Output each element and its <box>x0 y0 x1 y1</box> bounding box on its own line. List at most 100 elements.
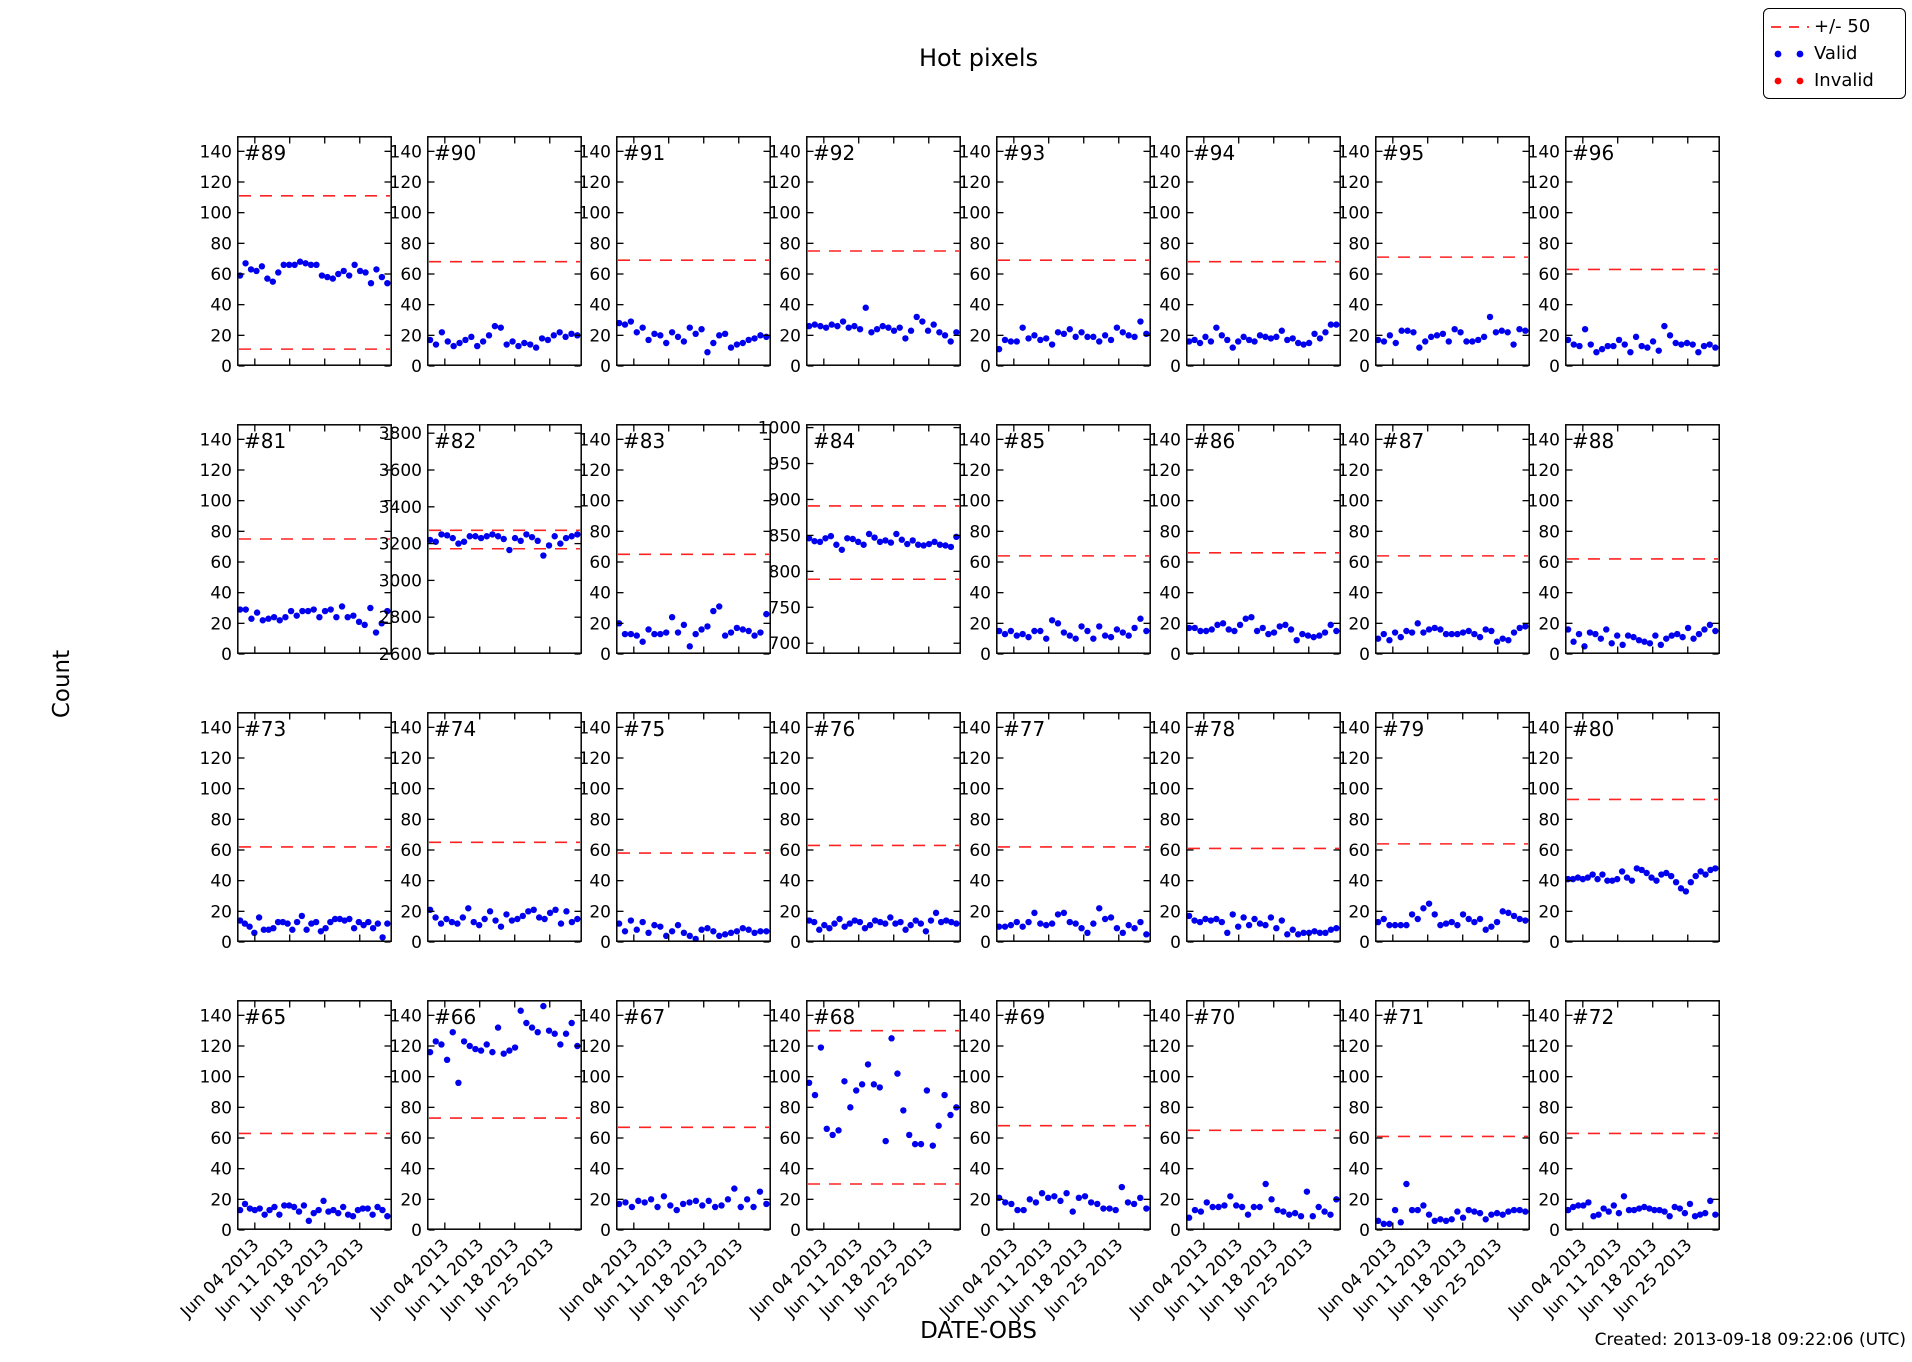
axes-frame <box>996 136 1151 366</box>
data-point <box>817 1044 825 1051</box>
axes-frame <box>806 1000 961 1230</box>
axes-frame <box>1565 136 1720 366</box>
y-tick-label: 60 <box>969 265 991 285</box>
data-point <box>483 533 490 540</box>
data-point <box>1096 338 1103 345</box>
data-point <box>663 339 670 347</box>
data-point <box>1404 327 1411 334</box>
data-point <box>1048 341 1056 348</box>
data-point <box>329 275 337 282</box>
y-tick-label: 0 <box>1549 933 1560 953</box>
subplot-id-label: #72 <box>1572 1005 1614 1029</box>
y-tick-label: 100 <box>1528 492 1560 512</box>
data-point <box>1619 641 1626 648</box>
data-point <box>1465 915 1472 923</box>
data-point <box>1191 336 1198 344</box>
tick-labels: 0 20 40 60 80 100 120 140 <box>769 718 801 953</box>
subplot-id-label: #77 <box>1003 717 1045 741</box>
data-point <box>282 614 289 621</box>
y-tick-label: 20 <box>400 902 422 922</box>
axes-frame <box>616 424 771 654</box>
data-point <box>1013 338 1020 345</box>
data-point <box>1375 635 1382 642</box>
data-point <box>667 1202 674 1209</box>
data-point <box>1221 1202 1228 1209</box>
tick-labels: 0 20 40 60 80 100 120 140 <box>579 430 611 665</box>
data-point <box>1274 1206 1281 1214</box>
data-point <box>456 339 463 347</box>
y-tick-label: 60 <box>589 841 611 861</box>
axis-ticks <box>1187 1001 1340 1231</box>
data-point <box>1476 1209 1484 1217</box>
data-point <box>241 920 249 927</box>
data-point <box>1025 633 1032 641</box>
y-tick-label: 60 <box>1348 841 1370 861</box>
data-point <box>1386 637 1393 644</box>
axes-frame <box>1186 712 1341 942</box>
valid-points <box>427 531 581 559</box>
data-point <box>310 1209 317 1217</box>
data-point <box>1697 868 1704 875</box>
subplot-id-label: #91 <box>623 141 665 165</box>
data-point <box>924 327 932 334</box>
data-point <box>645 626 652 633</box>
data-point <box>763 333 770 341</box>
data-point <box>862 304 869 311</box>
subplot-id-label: #73 <box>244 717 286 741</box>
valid-points <box>996 318 1150 353</box>
axis-ticks <box>238 713 391 943</box>
data-point <box>1186 624 1193 632</box>
data-point <box>942 917 950 924</box>
subplot-id-label: #75 <box>623 717 665 741</box>
data-point <box>509 338 516 345</box>
data-point <box>327 606 334 613</box>
data-point <box>1327 926 1335 933</box>
y-tick-label: 0 <box>790 933 801 953</box>
data-point <box>917 920 925 927</box>
data-point <box>920 542 927 549</box>
data-point <box>745 336 752 344</box>
data-point <box>1007 338 1015 345</box>
data-point <box>1143 931 1150 938</box>
data-point <box>1002 1199 1009 1206</box>
data-point <box>1043 635 1050 642</box>
axis-ticks <box>997 425 1150 655</box>
data-point <box>1646 1205 1653 1212</box>
data-point <box>1305 339 1313 347</box>
data-point <box>888 1035 895 1042</box>
axes-frame <box>996 424 1151 654</box>
data-point <box>1615 1209 1623 1217</box>
data-point <box>1072 635 1079 642</box>
data-point <box>1066 326 1073 333</box>
data-point <box>860 541 867 548</box>
band-lines <box>239 194 390 350</box>
data-point <box>1439 330 1447 337</box>
data-point <box>1245 336 1253 344</box>
data-point <box>923 1087 931 1094</box>
data-point <box>384 607 391 615</box>
y-tick-label: 40 <box>1159 584 1181 604</box>
data-point <box>1598 345 1606 353</box>
y-tick-label: 60 <box>210 841 232 861</box>
data-point <box>367 280 375 287</box>
data-point <box>674 921 682 929</box>
data-point <box>1422 338 1429 345</box>
data-point <box>1592 630 1599 638</box>
data-point <box>1236 621 1244 629</box>
data-point <box>1414 620 1421 627</box>
data-point <box>1019 630 1026 638</box>
axes-76: 0 20 40 60 80 100 120 140 #76 <box>769 712 961 953</box>
data-point <box>627 630 635 638</box>
data-point <box>1442 920 1450 927</box>
axes-frame <box>616 712 771 942</box>
y-tick-label: 100 <box>390 780 422 800</box>
y-tick-label: 20 <box>1159 326 1181 346</box>
data-point <box>1289 335 1296 342</box>
tick-labels: 0 20 40 60 80 100 120 140 <box>1528 718 1560 953</box>
data-point <box>1522 623 1529 630</box>
data-point <box>763 928 770 935</box>
data-point <box>483 1041 490 1048</box>
y-tick-label: 0 <box>600 357 611 377</box>
data-point <box>1213 915 1220 923</box>
